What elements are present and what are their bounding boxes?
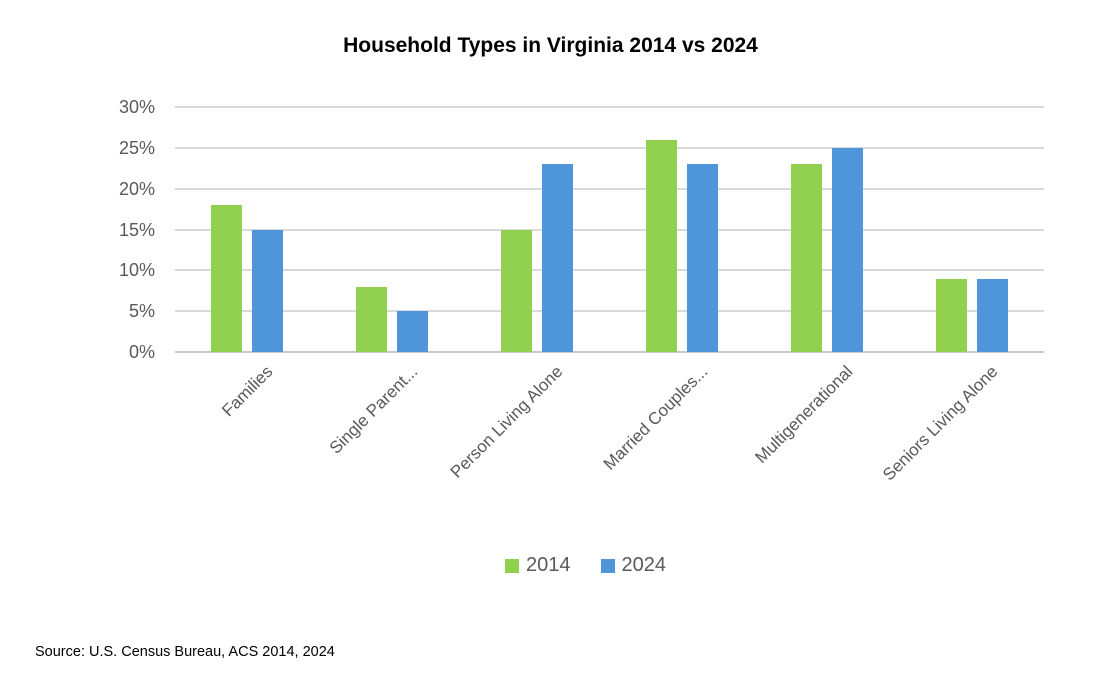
bar-group-5 bbox=[899, 107, 1044, 352]
x-tick-label-4: Multigenerational bbox=[751, 362, 857, 467]
legend: 2014 2024 bbox=[35, 554, 1101, 577]
bar-group-2 bbox=[465, 107, 610, 352]
bar-2024-3 bbox=[686, 164, 718, 352]
legend-item-2014: 2014 bbox=[505, 554, 571, 577]
gridline-10 bbox=[175, 269, 1044, 272]
bar-2014-2 bbox=[501, 229, 533, 352]
plot-area bbox=[175, 106, 1044, 353]
y-tick-label-5: 5% bbox=[128, 301, 155, 322]
x-tick-label-5: Seniors Living Alone bbox=[878, 362, 1002, 485]
chart-title: Household Types in Virginia 2014 vs 2024 bbox=[343, 34, 758, 57]
y-tick-label-20: 20% bbox=[118, 178, 155, 199]
legend-label-2024: 2024 bbox=[621, 554, 667, 576]
bar-2014-3 bbox=[645, 139, 677, 352]
x-tick-label-3: Married Couples... bbox=[599, 362, 712, 474]
bar-2024-5 bbox=[976, 278, 1008, 352]
bar-group-3 bbox=[610, 107, 755, 352]
bar-2014-5 bbox=[935, 278, 967, 352]
gridline-20 bbox=[175, 187, 1044, 190]
bar-group-4 bbox=[754, 107, 899, 352]
bar-group-1 bbox=[320, 107, 465, 352]
y-tick-label-0: 0% bbox=[128, 342, 155, 362]
x-tick-label-1: Single Parent... bbox=[326, 362, 422, 458]
bar-2024-1 bbox=[397, 311, 429, 352]
y-tick-label-10: 10% bbox=[118, 260, 155, 281]
gridline-25 bbox=[175, 146, 1044, 149]
gridline-5 bbox=[175, 310, 1044, 313]
legend-swatch-2024-icon bbox=[600, 558, 615, 573]
bar-group-0 bbox=[175, 107, 320, 352]
y-tick-label-25: 25% bbox=[118, 137, 155, 158]
x-tick-label-2: Person Living Alone bbox=[446, 362, 567, 482]
gridline-15 bbox=[175, 228, 1044, 231]
gridline-0 bbox=[175, 351, 1044, 353]
y-tick-label-15: 15% bbox=[118, 219, 155, 240]
bar-2024-2 bbox=[542, 164, 574, 352]
bar-2014-1 bbox=[356, 286, 388, 352]
gridline-30 bbox=[175, 106, 1044, 108]
legend-item-2024: 2024 bbox=[600, 554, 667, 577]
legend-label-2014: 2014 bbox=[526, 554, 571, 576]
bar-2024-4 bbox=[831, 147, 863, 352]
bar-2014-0 bbox=[211, 205, 243, 352]
y-tick-label-30: 30% bbox=[118, 97, 155, 117]
legend-swatch-2014-icon bbox=[505, 558, 519, 573]
x-tick-label-0: Families bbox=[218, 362, 277, 421]
bar-2024-0 bbox=[252, 229, 284, 352]
source-note: Source: U.S. Census Bureau, ACS 2014, 20… bbox=[35, 644, 335, 660]
bar-2014-4 bbox=[790, 164, 822, 352]
